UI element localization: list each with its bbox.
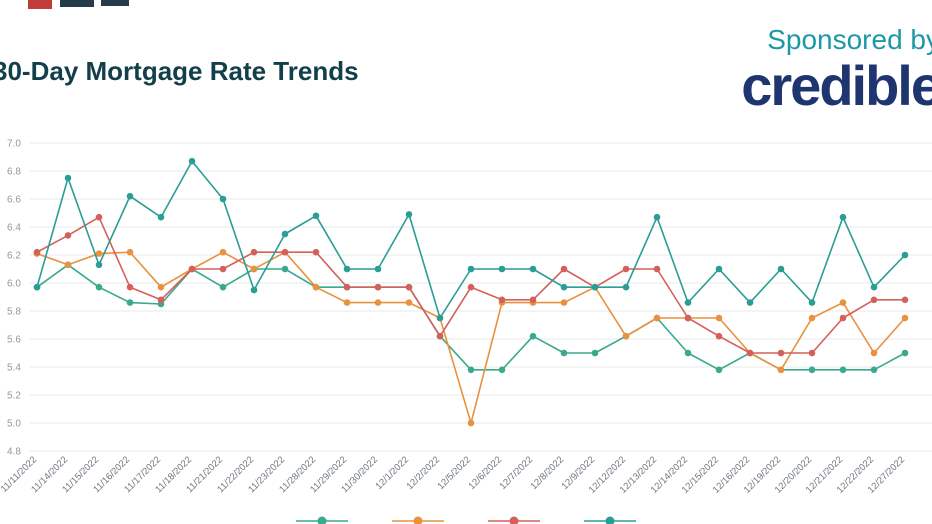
cropped-fragment-dark	[60, 0, 94, 7]
rate-line-green	[33, 261, 909, 374]
svg-text:4.8: 4.8	[7, 447, 21, 458]
rate-line-orange	[33, 248, 909, 427]
gridlines	[30, 142, 932, 452]
chart-title: 30-Day Mortgage Rate Trends	[0, 56, 359, 86]
rate-line-teal	[33, 157, 909, 322]
sponsored-by-label: Sponsored by	[767, 24, 932, 55]
cropped-fragment-dark	[101, 0, 129, 6]
svg-text:5.4: 5.4	[7, 363, 21, 374]
cropped-fragment-red	[28, 0, 52, 9]
svg-text:5.0: 5.0	[7, 419, 21, 430]
legend-cut-off	[296, 516, 636, 524]
svg-text:5.6: 5.6	[7, 335, 21, 346]
svg-text:6.2: 6.2	[7, 251, 21, 262]
rate-line-coral	[33, 213, 909, 357]
svg-text:5.8: 5.8	[7, 307, 21, 318]
x-axis-labels: 11/11/202211/14/202211/15/202211/16/2022…	[0, 454, 907, 495]
svg-text:6.6: 6.6	[7, 195, 21, 206]
svg-text:6.8: 6.8	[7, 167, 21, 178]
credible-logo-wordmark: credible	[741, 54, 932, 117]
svg-text:7.0: 7.0	[7, 139, 21, 150]
y-axis-labels: 7.0 6.8 6.6 6.4 6.2 6.0 5.8 5.6 5.4 5.2 5.0 4.8	[7, 139, 21, 458]
svg-text:5.2: 5.2	[7, 391, 21, 402]
svg-text:6.0: 6.0	[7, 279, 21, 290]
sponsor-block: Sponsored by credible	[741, 24, 932, 114]
svg-text:6.4: 6.4	[7, 223, 21, 234]
